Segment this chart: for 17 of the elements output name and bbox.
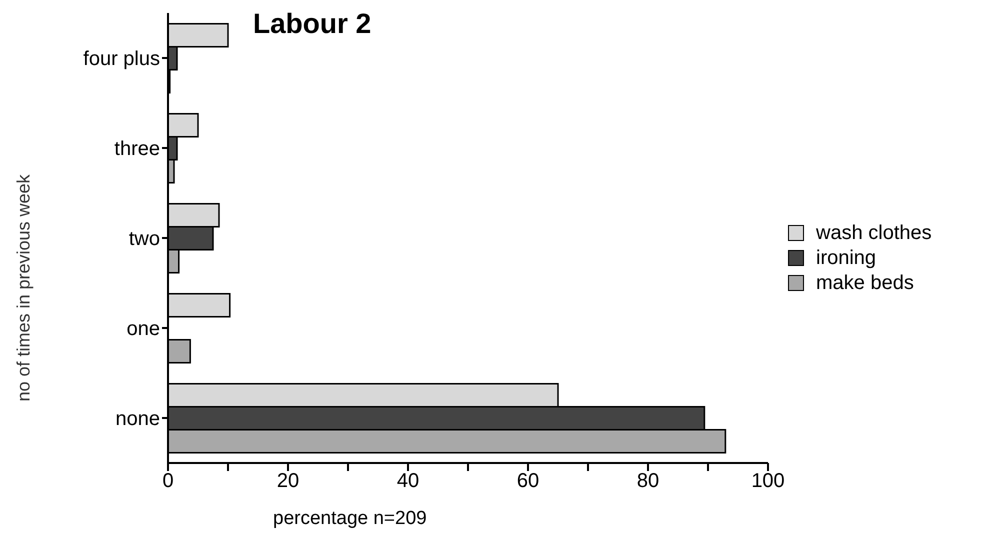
y-tick-label: three [114,138,160,160]
legend-label: wash clothes [816,222,932,244]
x-tick-label: 80 [636,470,660,492]
x-tick-label: 60 [516,470,540,492]
legend-label: make beds [816,272,914,294]
y-tick-label: four plus [83,48,160,70]
x-tick-label: 40 [396,470,420,492]
chart-title: Labour 2 [253,8,372,40]
x-axis-title: percentage n=209 [273,508,427,530]
y-tick-label: two [128,228,160,250]
legend-label: ironing [816,246,876,270]
y-axis-title: no of times in previous week [14,174,34,402]
y-tick-label: one [126,318,160,340]
y-tick-label: none [116,408,160,430]
x-tick-label: 0 [162,470,174,492]
x-tick-label: 100 [751,470,785,492]
x-tick-label: 20 [276,470,300,492]
